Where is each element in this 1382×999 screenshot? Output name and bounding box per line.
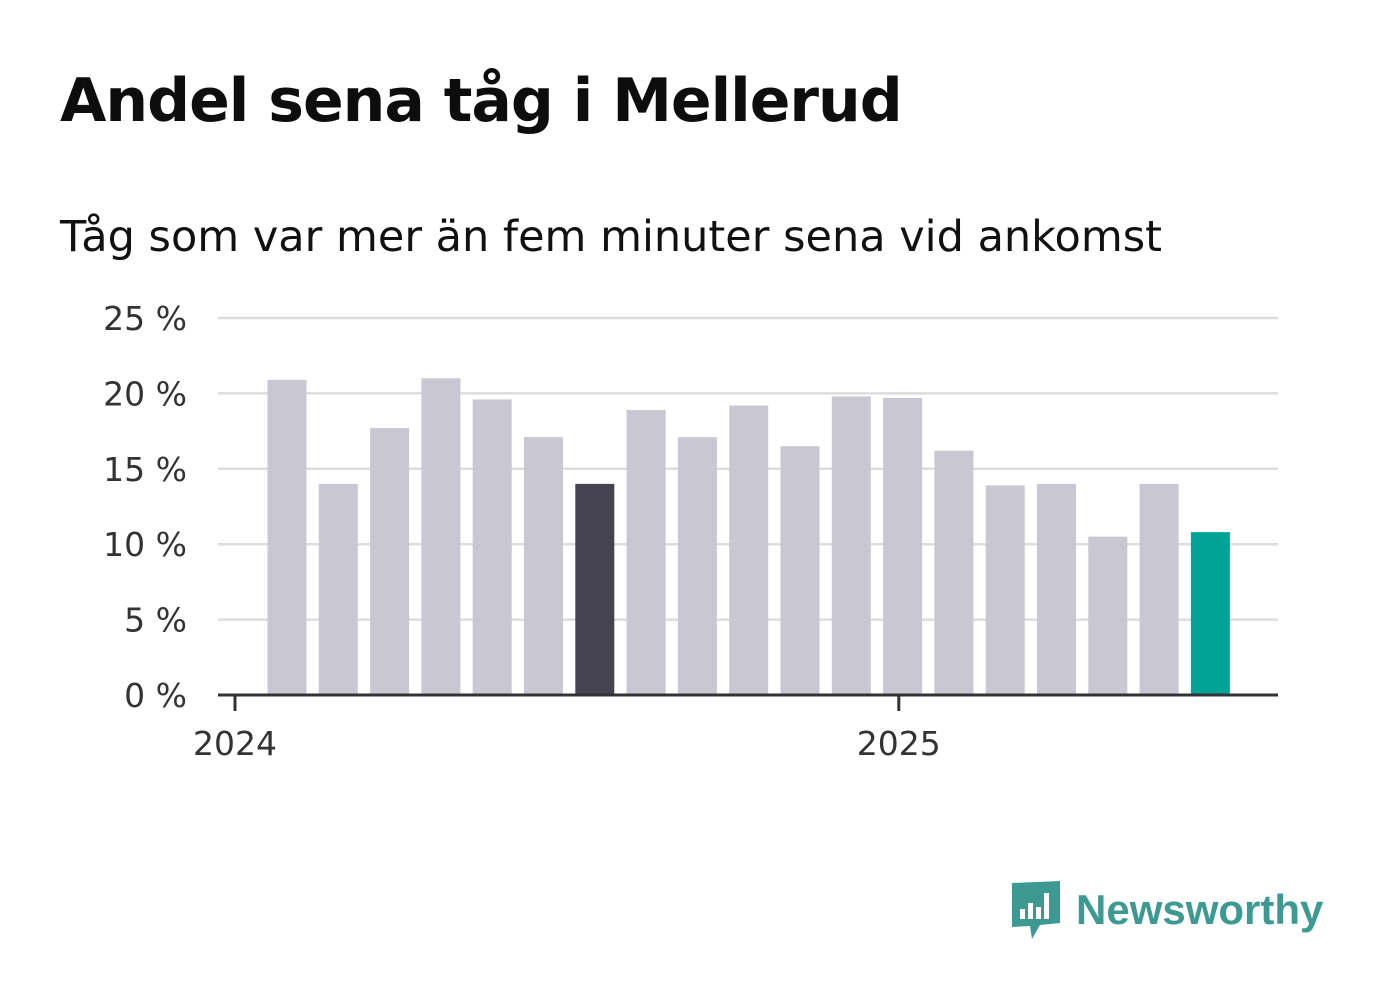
bar-2024-11 xyxy=(780,446,820,695)
bar-2025-05 xyxy=(1088,536,1128,695)
bars xyxy=(267,378,1230,695)
bar-2025-04 xyxy=(1037,483,1076,695)
bar-2025-06 xyxy=(1139,483,1179,695)
bar-2024-09 xyxy=(677,437,717,695)
y-tick-label: 15 % xyxy=(103,450,187,489)
bar-2024-03 xyxy=(370,428,410,695)
y-tick-label: 25 % xyxy=(103,299,187,338)
bar-2024-07 xyxy=(575,483,615,695)
y-tick-label: 20 % xyxy=(103,374,187,413)
bar-2024-04 xyxy=(421,378,461,695)
newsworthy-logo-icon xyxy=(1012,881,1060,939)
y-axis-labels: 0 % 5 % 10 % 15 % 20 % 25 % xyxy=(103,299,187,715)
x-tick-label: 2024 xyxy=(193,724,277,763)
brand-logo: Newsworthy xyxy=(1010,878,1323,942)
bar-2025-03 xyxy=(985,485,1025,695)
bar-2024-05 xyxy=(472,399,512,695)
bar-2024-01 xyxy=(267,379,307,695)
y-tick-label: 10 % xyxy=(103,525,187,564)
bar-2025-01 xyxy=(883,397,923,695)
bar-2024-10 xyxy=(729,405,769,695)
x-tick-label: 2025 xyxy=(857,724,941,763)
y-tick-label: 0 % xyxy=(124,676,187,715)
x-axis: 2024 2025 xyxy=(193,693,1278,763)
bar-2025-02 xyxy=(934,450,974,695)
bar-2024-02 xyxy=(318,483,358,695)
bar-2025-07 xyxy=(1190,532,1230,695)
chart-title: Andel sena tåg i Mellerud xyxy=(60,66,903,136)
brand-name: Newsworthy xyxy=(1076,886,1324,933)
chart-subtitle: Tåg som var mer än fem minuter sena vid … xyxy=(60,212,1163,262)
bar-2024-12 xyxy=(831,396,871,695)
bar-2024-06 xyxy=(524,437,563,695)
bar-2024-08 xyxy=(626,409,666,695)
y-tick-label: 5 % xyxy=(124,601,187,640)
